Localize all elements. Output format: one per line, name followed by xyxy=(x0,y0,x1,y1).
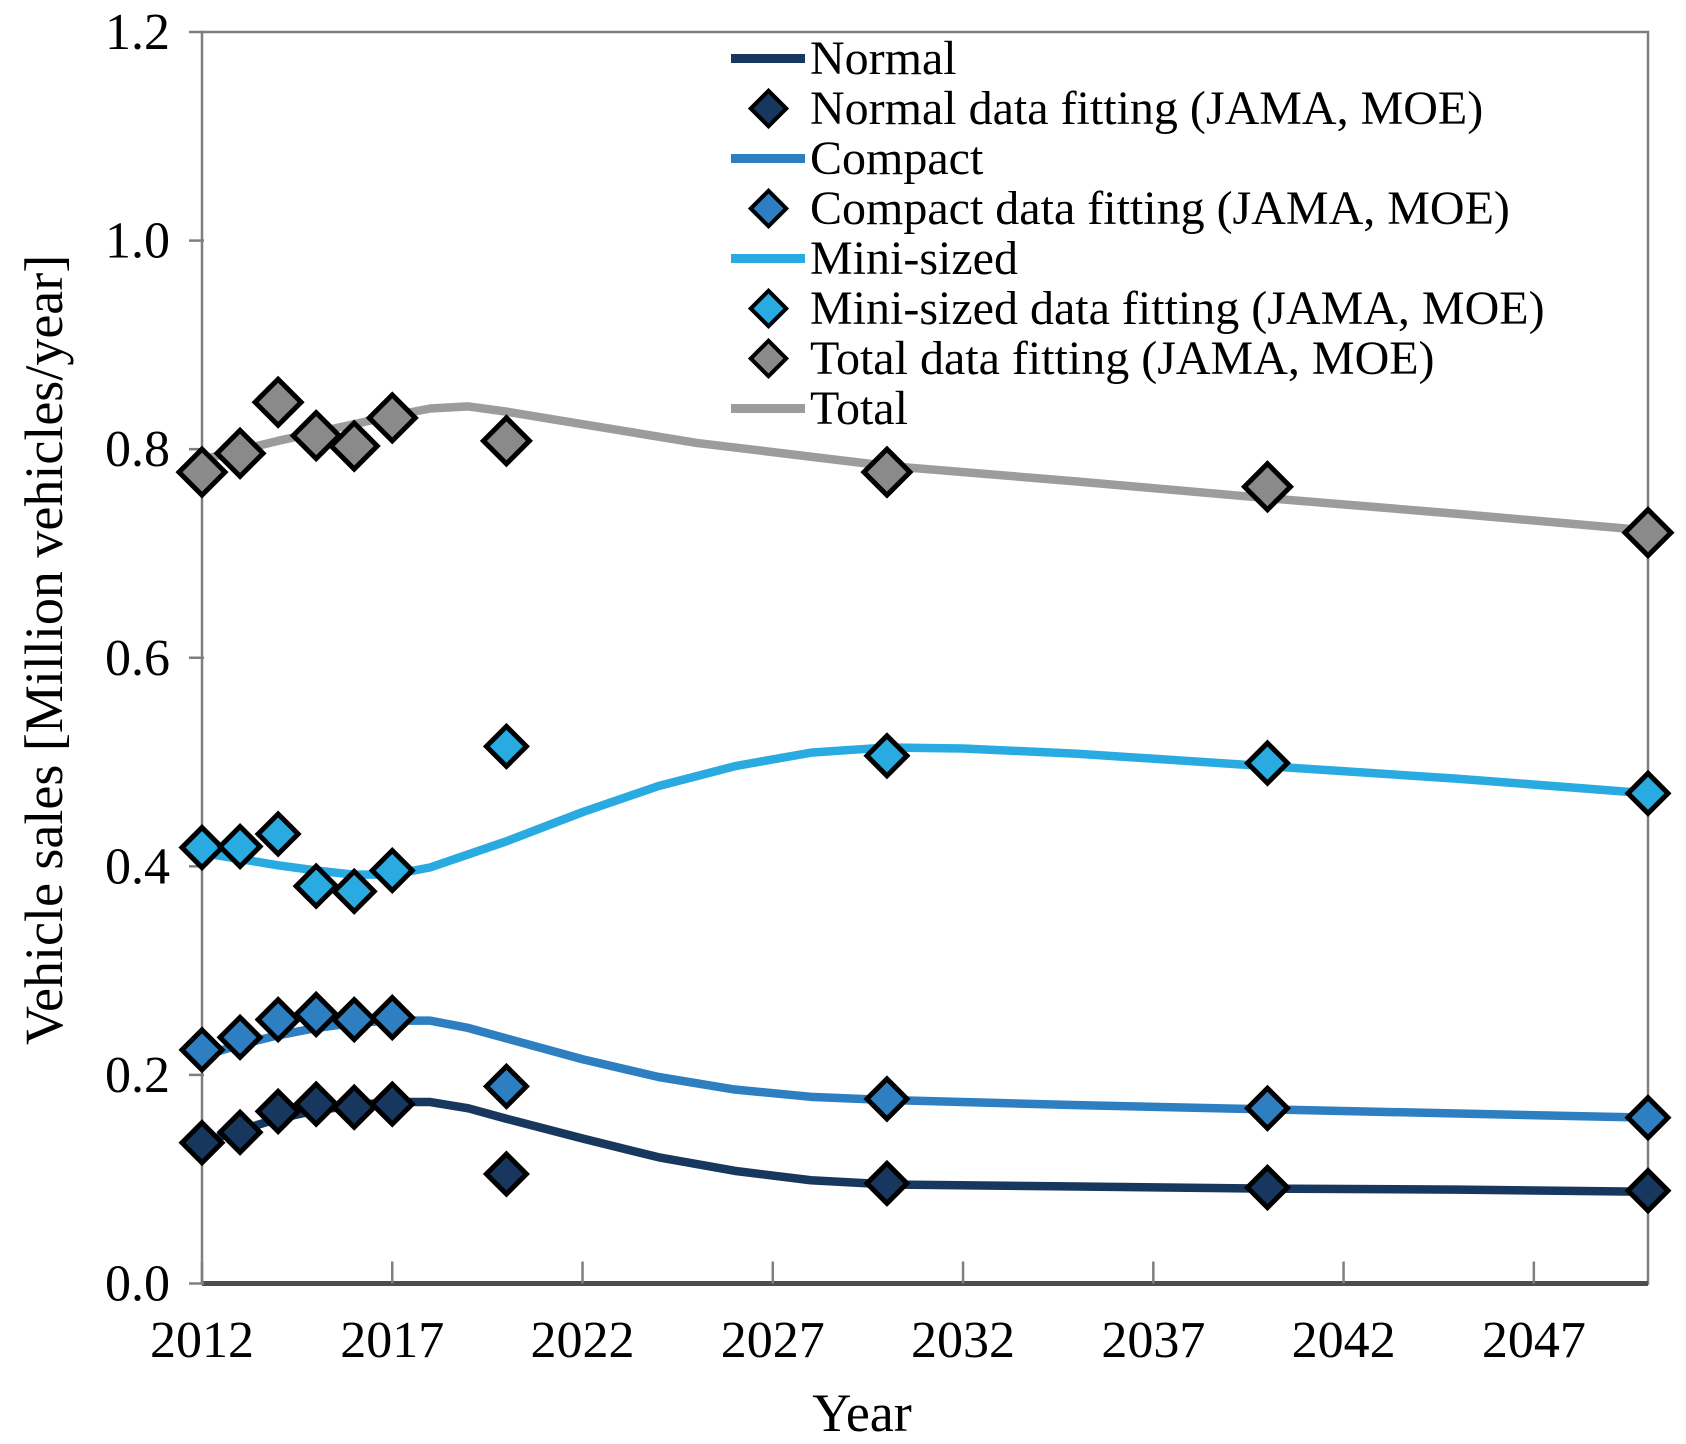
data-point-total_marker xyxy=(479,414,533,468)
data-point-mini xyxy=(1243,739,1292,787)
legend-item-compact-fit: Compact data fitting (JAMA, MOE) xyxy=(728,181,1545,235)
x-tick-label: 2037 xyxy=(1101,1312,1205,1369)
legend-label: Normal data fitting (JAMA, MOE) xyxy=(810,81,1484,135)
y-tick-label: 0.4 xyxy=(105,838,170,895)
legend-label: Total xyxy=(810,381,908,435)
data-point-normal xyxy=(1624,1167,1672,1215)
y-tick-label: 0.0 xyxy=(105,1256,170,1313)
legend-label: Compact xyxy=(810,131,984,185)
y-tick-label: 1.2 xyxy=(105,4,170,61)
data-point-compact xyxy=(368,994,416,1042)
data-point-mini xyxy=(292,862,340,910)
x-tick-label: 2022 xyxy=(531,1312,635,1369)
data-point-mini xyxy=(254,810,302,858)
data-point-normal xyxy=(292,1080,340,1128)
data-point-compact xyxy=(863,1075,911,1123)
series-line-mini xyxy=(197,743,1653,879)
legend-label: Compact data fitting (JAMA, MOE) xyxy=(810,181,1510,235)
data-point-mini xyxy=(330,867,378,915)
x-tick-label: 2042 xyxy=(1292,1312,1396,1369)
legend-label: Normal xyxy=(810,31,957,85)
legend-label: Mini-sized data fitting (JAMA, MOE) xyxy=(810,281,1545,335)
data-point-normal xyxy=(178,1119,226,1167)
diamond-swatch-icon xyxy=(728,87,808,129)
legend-item-normal-fit: Normal data fitting (JAMA, MOE) xyxy=(728,81,1545,135)
data-point-total_marker xyxy=(1621,506,1675,560)
data-point-normal xyxy=(863,1159,911,1207)
data-point-mini xyxy=(863,732,911,780)
data-point-mini xyxy=(178,824,226,872)
y-tick-label: 0.6 xyxy=(105,630,170,687)
diamond-swatch-icon xyxy=(728,187,808,229)
data-point-total_marker xyxy=(213,426,267,480)
data-point-normal xyxy=(1243,1164,1292,1212)
line-swatch-icon xyxy=(728,403,808,413)
legend-item-total-fit: Total data fitting (JAMA, MOE) xyxy=(728,331,1545,385)
x-axis-title: Year xyxy=(812,1383,912,1443)
legend-item-mini-fit: Mini-sized data fitting (JAMA, MOE) xyxy=(728,281,1545,335)
diamond-swatch-icon xyxy=(728,287,808,329)
data-point-compact xyxy=(1624,1094,1672,1142)
data-point-compact xyxy=(292,990,340,1038)
data-point-normal xyxy=(482,1150,530,1198)
data-point-compact xyxy=(178,1026,226,1074)
x-tick-label: 2027 xyxy=(721,1312,825,1369)
x-tick-label: 2032 xyxy=(911,1312,1015,1369)
data-point-total_marker xyxy=(860,445,914,499)
diamond-swatch-icon xyxy=(728,337,808,379)
line-swatch-icon xyxy=(728,253,808,263)
legend-label: Mini-sized xyxy=(810,231,1018,285)
data-point-compact xyxy=(254,996,302,1044)
data-point-mini xyxy=(482,722,530,770)
x-tick-label: 2047 xyxy=(1482,1312,1586,1369)
data-point-compact xyxy=(1243,1084,1292,1132)
data-point-mini xyxy=(368,846,416,895)
x-tick-label: 2017 xyxy=(340,1312,444,1369)
line-swatch-icon xyxy=(728,153,808,163)
y-tick-label: 0.8 xyxy=(105,421,170,478)
line-swatch-icon xyxy=(728,53,808,63)
legend-item-normal-line: Normal xyxy=(728,31,1545,85)
y-axis-title: Vehicle sales [Million vehicles/year] xyxy=(14,254,74,1045)
data-point-normal xyxy=(330,1083,378,1131)
data-point-normal xyxy=(254,1087,302,1135)
legend-item-mini-line: Mini-sized xyxy=(728,231,1545,285)
y-tick-label: 0.2 xyxy=(105,1047,170,1104)
data-point-total_marker xyxy=(1240,460,1295,514)
y-tick-label: 1.0 xyxy=(105,213,170,270)
data-point-total_marker xyxy=(175,445,229,499)
data-point-compact xyxy=(330,996,378,1044)
data-point-normal xyxy=(216,1108,264,1156)
x-tick-label: 2012 xyxy=(150,1312,254,1369)
data-point-mini xyxy=(1624,769,1672,817)
legend-item-total-line: Total xyxy=(728,381,1545,435)
data-point-compact xyxy=(216,1013,264,1061)
data-point-total_marker xyxy=(289,409,343,463)
data-point-total_marker xyxy=(251,375,305,429)
legend-label: Total data fitting (JAMA, MOE) xyxy=(810,331,1435,385)
data-point-total_marker xyxy=(327,419,381,473)
data-point-total_marker xyxy=(365,391,419,445)
legend: Normal Normal data fitting (JAMA, MOE) C… xyxy=(728,31,1545,435)
data-point-mini xyxy=(216,822,264,871)
data-point-normal xyxy=(368,1080,416,1128)
legend-item-compact-line: Compact xyxy=(728,131,1545,185)
data-point-compact xyxy=(482,1062,530,1110)
